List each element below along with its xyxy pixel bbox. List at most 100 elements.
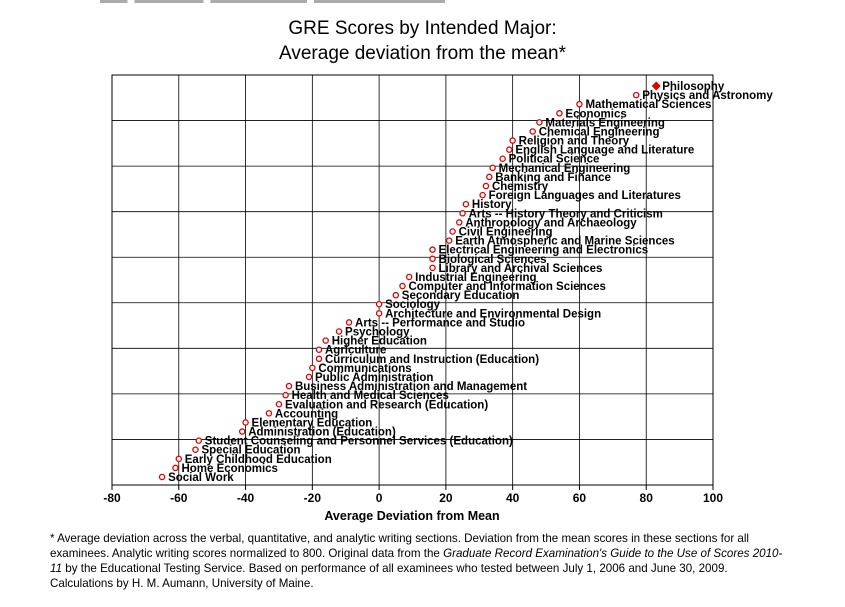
data-point-label: Anthropology and Archaeology xyxy=(465,217,637,229)
x-tick-label: 20 xyxy=(439,491,453,505)
data-point-label: Biological Sciences xyxy=(439,254,547,266)
data-point-label: Chemistry xyxy=(492,181,549,193)
footnote: * Average deviation across the verbal, q… xyxy=(50,531,785,591)
data-point-label: Health and Medical Sciences xyxy=(292,390,449,402)
data-point xyxy=(429,246,436,253)
data-point-label: Foreign Languages and Literatures xyxy=(489,190,681,202)
data-point xyxy=(429,255,436,263)
data-point-label: Home Economics xyxy=(181,463,278,475)
data-point-label: Banking and Finance xyxy=(495,172,611,184)
plot-frame xyxy=(111,74,714,486)
data-point xyxy=(375,310,383,317)
data-point xyxy=(462,200,470,208)
data-point xyxy=(315,355,323,363)
data-point xyxy=(285,382,293,390)
data-point-label: Social Work xyxy=(168,472,234,484)
data-point-label: Curriculum and Instruction (Education) xyxy=(325,354,539,366)
data-point xyxy=(242,419,249,426)
data-point-label: Communications xyxy=(318,363,411,375)
data-point-label: Higher Education xyxy=(332,336,427,348)
footnote-source-title: Graduate Record Examination's Guide to t… xyxy=(50,547,783,575)
data-point-label: Public Administration xyxy=(315,372,433,384)
data-point xyxy=(536,119,543,126)
data-point xyxy=(506,146,513,153)
cropped-header-text xyxy=(0,0,845,6)
data-point-label: Electrical Engineering and Electronics xyxy=(439,245,649,257)
data-point xyxy=(335,328,343,335)
data-point-label: Philosophy xyxy=(662,81,725,93)
data-point xyxy=(459,210,466,217)
data-point xyxy=(445,237,453,244)
x-tick-label: 60 xyxy=(573,491,587,505)
data-point-label: Student Counseling and Personnel Service… xyxy=(205,436,513,448)
data-point xyxy=(265,410,273,417)
data-point xyxy=(429,264,436,272)
data-point-label: Evaluation and Research (Education) xyxy=(285,399,488,411)
data-point xyxy=(482,182,490,190)
data-point-label: Psychology xyxy=(345,327,410,339)
x-tick-label: -80 xyxy=(103,491,121,505)
data-point-label: Architecture and Environmental Design xyxy=(385,308,601,320)
data-point xyxy=(305,373,313,381)
data-point xyxy=(392,291,400,299)
data-point-label: Business Administration and Management xyxy=(295,381,527,393)
data-point-label: Secondary Education xyxy=(402,290,520,302)
x-tick-label: 0 xyxy=(376,491,383,505)
grid xyxy=(112,75,713,485)
x-axis-ticks: -80 -60 -40 -20 0 20 40 60 80 100 xyxy=(103,485,723,505)
data-point xyxy=(195,437,203,444)
data-point xyxy=(479,191,486,199)
data-point-label: Arts -- History Theory and Criticism xyxy=(469,208,663,220)
data-point-label: Civil Engineering xyxy=(459,226,553,238)
chart-subtitle: Average deviation from the mean* xyxy=(279,43,566,64)
data-point xyxy=(275,401,283,408)
data-point xyxy=(556,110,563,117)
data-point xyxy=(375,300,383,308)
data-point-label: English Language and Literature xyxy=(515,145,694,157)
data-point xyxy=(315,346,323,353)
data-point xyxy=(158,473,166,481)
data-point-label: Religion and Theory xyxy=(519,136,630,148)
footnote-text-2: by the Educational Testing Service. Base… xyxy=(50,562,728,590)
data-point-label: Chemical Engineering xyxy=(539,126,660,138)
chart-title: GRE Scores by Intended Major: xyxy=(288,18,557,39)
data-point-label: Accounting xyxy=(275,408,338,420)
x-tick-label: 80 xyxy=(640,491,654,505)
data-point xyxy=(175,455,183,463)
data-point-label: Political Science xyxy=(509,154,600,166)
data-point-label: Economics xyxy=(565,108,626,120)
data-point xyxy=(309,364,316,372)
data-point xyxy=(455,219,463,226)
data-point xyxy=(576,100,583,108)
data-point-label: Administration (Education) xyxy=(248,427,396,439)
data-point xyxy=(449,228,456,235)
data-point-label: Elementary Education xyxy=(252,417,373,429)
footnote-text-1: * Average deviation across the verbal, q… xyxy=(50,532,749,560)
data-point xyxy=(509,137,516,144)
data-point-label: Agriculture xyxy=(325,345,386,357)
data-point-label: Mechanical Engineering xyxy=(499,163,631,175)
data-point-label: Early Childhood Education xyxy=(185,454,332,466)
data-point-label: Arts -- Performance and Studio xyxy=(355,317,525,329)
x-tick-label: -40 xyxy=(237,491,255,505)
data-point-label: Special Education xyxy=(201,445,300,457)
data-point xyxy=(238,428,246,435)
data-point xyxy=(489,164,496,172)
data-point-label: Computer and Information Sciences xyxy=(408,281,605,293)
data-point xyxy=(632,91,640,99)
data-point-label: Library and Archival Sciences xyxy=(439,263,603,275)
x-tick-label: -20 xyxy=(304,491,322,505)
data-point xyxy=(322,337,329,344)
data-point xyxy=(172,464,179,472)
data-point xyxy=(399,282,406,290)
data-point xyxy=(499,155,506,162)
data-point xyxy=(486,173,493,181)
data-point xyxy=(192,446,199,453)
x-tick-label: 100 xyxy=(703,491,723,505)
x-tick-label: 40 xyxy=(506,491,520,505)
data-point-label: Mathematical Sciences xyxy=(585,99,711,111)
data-point xyxy=(529,128,536,135)
data-point xyxy=(405,273,413,281)
